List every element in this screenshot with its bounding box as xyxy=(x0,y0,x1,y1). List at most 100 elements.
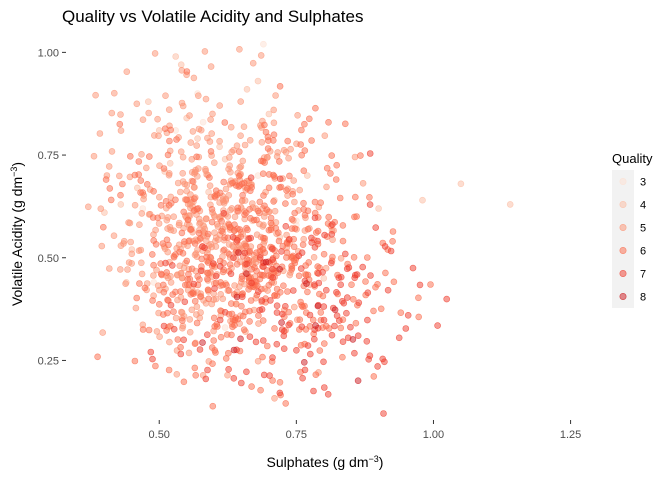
point-quality-5 xyxy=(209,110,216,118)
point-quality-6 xyxy=(229,323,236,331)
point-quality-6 xyxy=(234,315,242,323)
point-quality-7 xyxy=(190,280,198,288)
point-quality-5 xyxy=(294,112,301,119)
point-quality-6 xyxy=(206,174,213,181)
point-quality-7 xyxy=(321,231,328,239)
point-quality-7 xyxy=(320,303,328,310)
point-quality-5 xyxy=(138,151,145,158)
point-quality-6 xyxy=(220,178,227,186)
point-quality-6 xyxy=(180,378,188,386)
point-quality-6 xyxy=(317,309,325,316)
point-quality-7 xyxy=(331,322,338,330)
point-quality-5 xyxy=(120,237,128,245)
point-quality-5 xyxy=(258,139,266,146)
point-quality-6 xyxy=(246,318,253,325)
point-quality-5 xyxy=(105,163,113,170)
point-quality-4 xyxy=(506,201,514,208)
point-quality-5 xyxy=(178,309,186,316)
point-quality-8 xyxy=(276,265,283,273)
point-quality-6 xyxy=(271,325,278,332)
point-quality-5 xyxy=(224,371,231,379)
point-quality-7 xyxy=(212,272,220,280)
point-quality-6 xyxy=(194,273,201,280)
point-quality-7 xyxy=(247,174,255,181)
point-quality-7 xyxy=(347,323,354,331)
point-quality-5 xyxy=(92,91,99,99)
point-quality-6 xyxy=(145,326,153,334)
point-quality-7 xyxy=(230,374,238,382)
point-quality-6 xyxy=(236,226,244,233)
point-quality-6 xyxy=(255,312,262,319)
point-quality-6 xyxy=(191,340,199,348)
point-quality-7 xyxy=(306,350,314,358)
point-quality-6 xyxy=(261,121,268,129)
point-quality-6 xyxy=(193,205,201,213)
point-quality-5 xyxy=(197,309,204,316)
point-quality-6 xyxy=(179,317,186,324)
point-quality-6 xyxy=(204,286,212,294)
point-quality-6 xyxy=(173,136,180,143)
point-quality-7 xyxy=(345,264,353,271)
point-quality-5 xyxy=(177,188,184,196)
point-quality-5 xyxy=(162,92,169,99)
y-tick-label: 0.50 xyxy=(38,253,59,265)
point-quality-6 xyxy=(156,300,163,308)
point-quality-7 xyxy=(366,201,374,208)
point-quality-7 xyxy=(246,333,254,341)
point-quality-6 xyxy=(300,206,308,213)
point-quality-4 xyxy=(243,86,251,93)
point-quality-6 xyxy=(193,153,200,161)
point-quality-6 xyxy=(351,193,359,201)
point-quality-6 xyxy=(230,227,238,234)
point-quality-7 xyxy=(328,231,336,238)
point-quality-5 xyxy=(167,279,175,286)
point-quality-5 xyxy=(164,274,172,282)
point-quality-6 xyxy=(233,260,241,268)
point-quality-7 xyxy=(177,350,185,358)
legend-label: 7 xyxy=(640,269,646,281)
point-quality-7 xyxy=(201,244,208,251)
point-quality-5 xyxy=(191,168,199,176)
point-quality-6 xyxy=(305,115,313,123)
y-tick-label: 1.00 xyxy=(38,47,59,59)
point-quality-5 xyxy=(226,162,233,169)
point-quality-6 xyxy=(226,261,234,268)
point-quality-6 xyxy=(254,207,262,215)
point-quality-5 xyxy=(90,152,98,160)
point-quality-5 xyxy=(291,198,298,206)
point-quality-6 xyxy=(191,364,199,372)
point-quality-7 xyxy=(353,271,361,278)
point-quality-8 xyxy=(199,339,206,346)
point-quality-6 xyxy=(234,208,242,215)
point-quality-7 xyxy=(243,260,250,268)
point-quality-6 xyxy=(372,283,379,291)
point-quality-5 xyxy=(96,130,104,137)
point-quality-7 xyxy=(335,317,343,324)
point-quality-5 xyxy=(290,303,298,311)
point-quality-5 xyxy=(228,148,235,156)
point-quality-5 xyxy=(185,349,193,357)
point-quality-8 xyxy=(349,336,357,343)
point-quality-3 xyxy=(150,279,158,286)
point-quality-7 xyxy=(180,336,187,344)
point-quality-5 xyxy=(170,227,177,234)
point-quality-6 xyxy=(257,386,264,394)
point-quality-7 xyxy=(319,268,326,276)
legend-label: 3 xyxy=(640,177,646,189)
point-quality-7 xyxy=(306,311,314,319)
point-quality-7 xyxy=(267,297,274,304)
point-quality-6 xyxy=(238,180,246,188)
point-quality-6 xyxy=(265,184,273,192)
point-quality-5 xyxy=(174,179,182,187)
point-quality-5 xyxy=(150,272,157,279)
point-quality-4 xyxy=(265,110,273,118)
point-quality-6 xyxy=(210,337,217,344)
point-quality-5 xyxy=(123,68,131,75)
point-quality-4 xyxy=(254,77,262,85)
point-quality-6 xyxy=(291,225,299,232)
point-quality-6 xyxy=(316,347,324,354)
point-quality-7 xyxy=(328,221,336,228)
point-quality-5 xyxy=(219,196,227,203)
point-quality-5 xyxy=(136,221,143,228)
y-axis: 0.25 0.50 0.75 1.00 xyxy=(38,47,66,367)
